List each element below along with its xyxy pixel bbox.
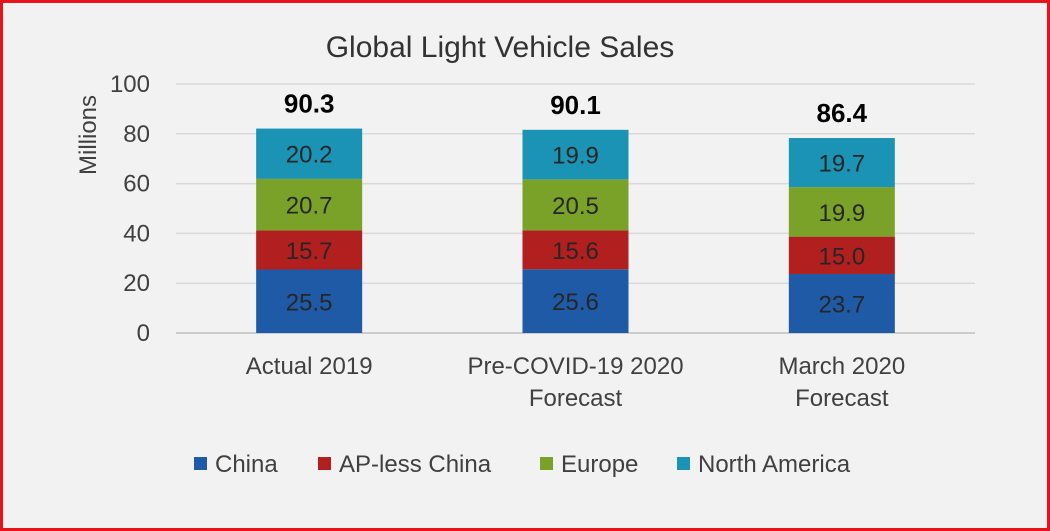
segment-value-label: 19.9 [552, 143, 599, 170]
bar-segment-north-america [788, 138, 895, 188]
segment-value-label: 15.6 [552, 238, 599, 265]
x-axis-labels: Actual 2019 Pre-COVID-19 2020 Forecast Marc… [246, 353, 905, 412]
segment-value-label: 20.2 [286, 142, 333, 169]
legend-swatch-ap-less-china [318, 457, 331, 470]
legend-swatch-europe [540, 457, 553, 470]
bar-segment-ap-less-china [522, 230, 629, 270]
segment-value-label: 25.5 [286, 289, 333, 316]
legend-label: China [215, 451, 278, 478]
y-tick-label: 80 [123, 121, 150, 148]
segment-value-label: 19.9 [818, 200, 865, 227]
legend-swatch-china [194, 457, 207, 470]
legend-swatch-north-america [677, 457, 690, 470]
y-tick-label: 100 [110, 71, 150, 98]
bar-segment-ap-less-china [788, 236, 895, 274]
y-axis-ticks: 0 20 40 60 80 100 [110, 71, 150, 347]
bar-total-label: 90.1 [550, 90, 601, 120]
segment-value-label: 19.7 [818, 151, 865, 178]
bar-segment-europe [256, 178, 363, 231]
y-axis-label: Millions [75, 95, 102, 175]
bar-segment-china [788, 273, 895, 333]
x-category-label: March 2020 [778, 353, 905, 380]
legend: China AP-less China Europe North America [194, 451, 851, 478]
x-category-label: Pre-COVID-19 2020 [467, 353, 683, 380]
segment-value-label: 20.5 [552, 193, 599, 220]
segment-value-label: 23.7 [818, 291, 865, 318]
bar-total-label: 86.4 [817, 98, 868, 128]
x-category-label: Actual 2019 [246, 353, 373, 380]
bar-segment-north-america [256, 128, 363, 179]
bars: 25.5 15.7 20.7 20.2 90.3 25.6 15.6 20.5 19.9 90.1… [256, 89, 895, 333]
bar-segment-china [522, 269, 629, 333]
x-category-label: Forecast [529, 385, 623, 412]
chart-title: Global Light Vehicle Sales [326, 31, 675, 64]
segment-value-label: 15.7 [286, 238, 333, 265]
bar-total-label: 90.3 [284, 89, 335, 119]
bar-segment-north-america [522, 129, 629, 180]
bar-segment-europe [788, 187, 895, 237]
legend-label: Europe [561, 451, 638, 478]
y-tick-label: 20 [123, 270, 150, 297]
x-category-label: Forecast [795, 385, 889, 412]
y-tick-label: 60 [123, 171, 150, 198]
bar-segment-ap-less-china [256, 230, 363, 270]
bar-segment-europe [522, 179, 629, 231]
y-tick-label: 40 [123, 220, 150, 247]
segment-value-label: 25.6 [552, 289, 599, 316]
legend-label: North America [698, 451, 851, 478]
segment-value-label: 15.0 [818, 243, 865, 270]
segment-value-label: 20.7 [286, 193, 333, 220]
legend-label: AP-less China [339, 451, 492, 478]
y-tick-label: 0 [137, 320, 150, 347]
bar-segment-china [256, 269, 363, 333]
